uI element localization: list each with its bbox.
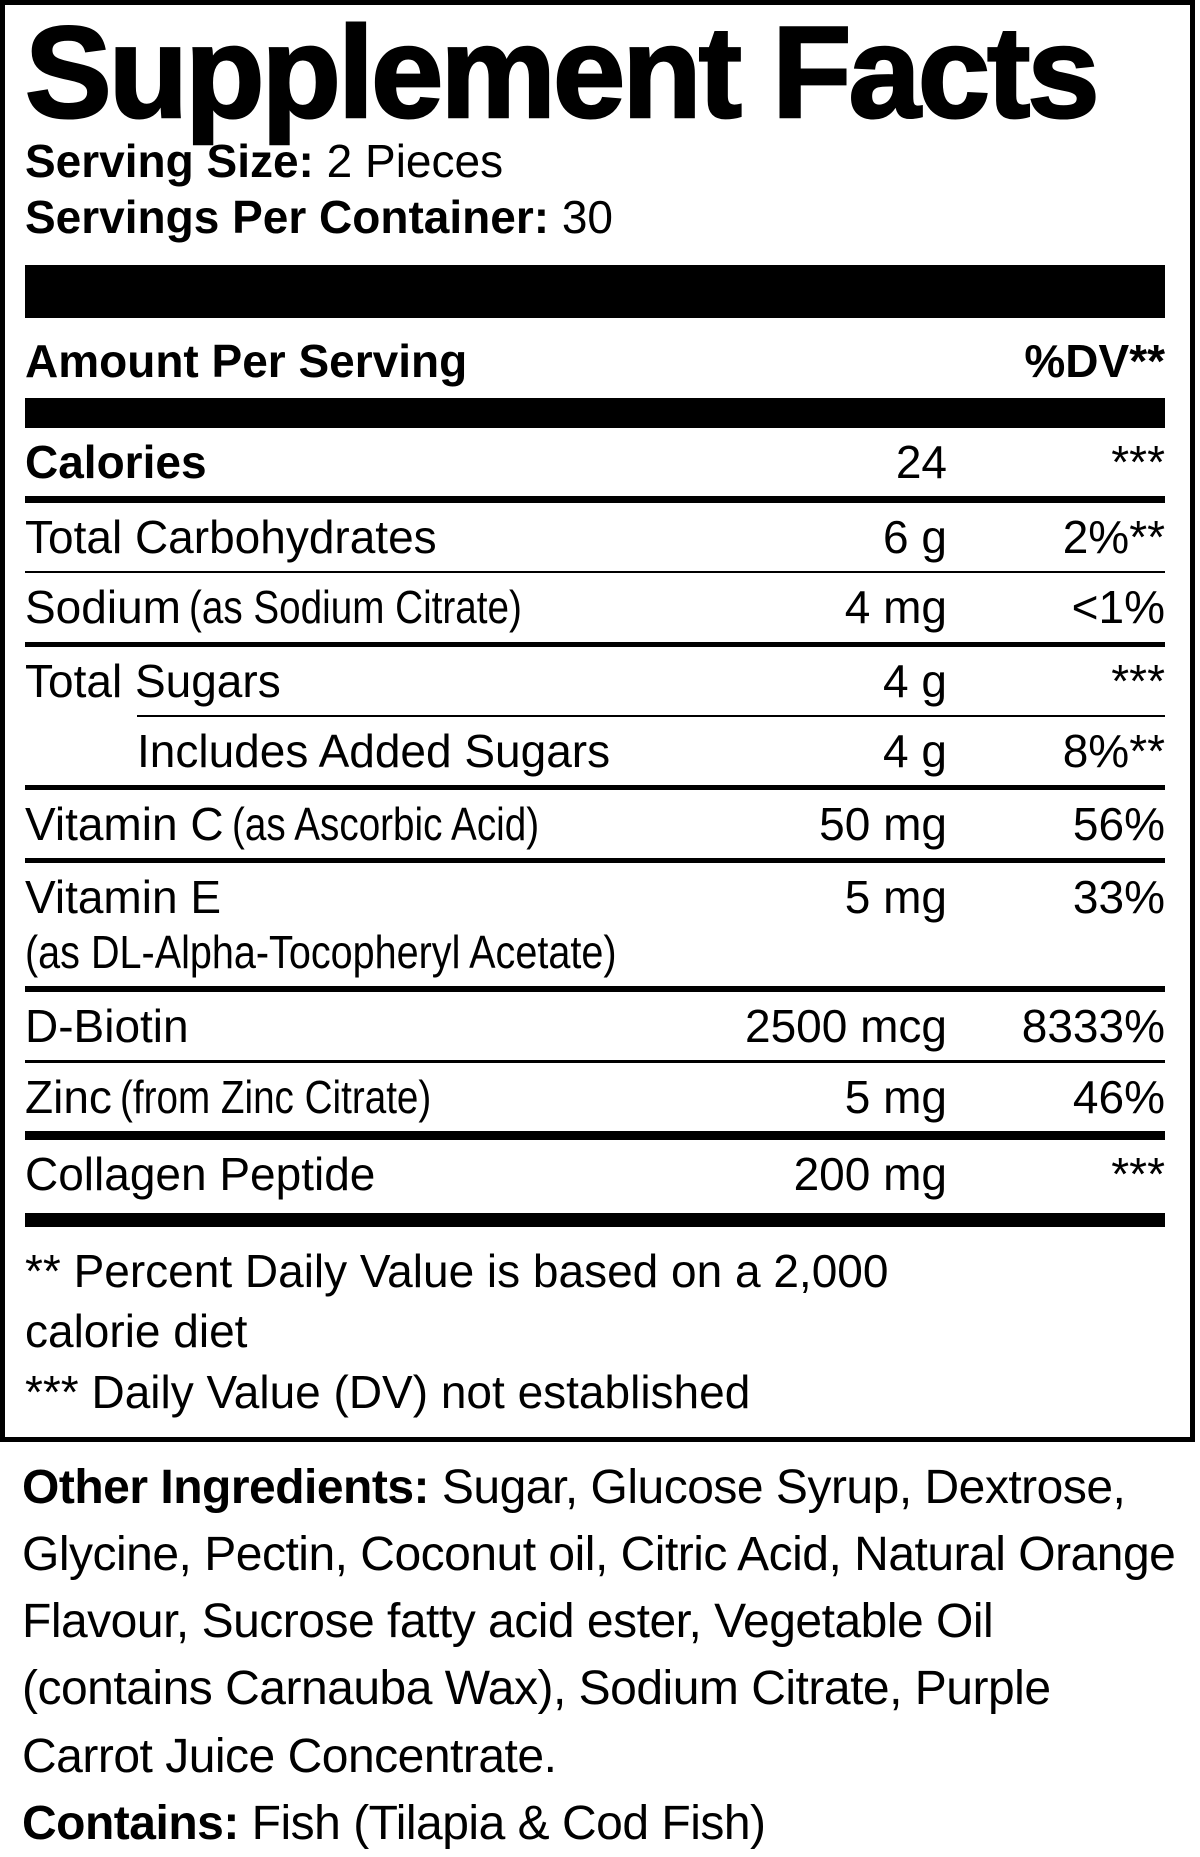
nutrient-name: Sodium (25, 581, 181, 634)
nutrient-amount: 5 mg (844, 871, 947, 924)
nutrient-amount: 50 mg (819, 798, 947, 851)
row-d-biotin: D-Biotin 2500 mcg 8333% (25, 985, 1165, 1060)
nutrient-name: Collagen Peptide (25, 1148, 376, 1201)
nutrient-name: Vitamin E (25, 871, 222, 924)
nutrient-amount: 4 g (883, 724, 947, 777)
contains-value: Fish (Tilapia & Cod Fish) (251, 1796, 766, 1850)
nutrient-qualifier: (from Zinc Citrate) (119, 1071, 432, 1124)
nutrient-name: Vitamin C (25, 798, 224, 851)
nutrient-amount: 4 g (883, 654, 947, 707)
serving-size-label: Serving Size: (25, 134, 314, 187)
thick-divider-bar-top (25, 264, 1165, 318)
nutrient-qualifier: (as Sodium Citrate) (188, 581, 522, 634)
nutrient-dv: 56% (1072, 798, 1165, 851)
nutrient-name: Includes Added Sugars (137, 724, 611, 777)
serving-size-row: Serving Size: 2 Pieces (25, 133, 1165, 189)
amount-per-serving-header: Amount Per Serving (25, 334, 468, 387)
row-zinc: Zinc (from Zinc Citrate) 5 mg 46% (25, 1060, 1165, 1131)
nutrient-amount: 200 mg (793, 1148, 947, 1201)
nutrient-name: Zinc (25, 1071, 112, 1124)
nutrient-dv: *** (1111, 435, 1165, 488)
nutrient-amount: 4 mg (844, 581, 947, 634)
row-calories: Calories 24 *** (25, 428, 1165, 496)
footnotes: ** Percent Daily Value is based on a 2,0… (25, 1227, 1165, 1427)
row-vitamin-e: Vitamin E (as DL-Alpha-Tocopheryl Acetat… (25, 858, 1165, 986)
servings-per-container-row: Servings Per Container: 30 (25, 189, 1165, 245)
row-vitamin-c: Vitamin C (as Ascorbic Acid) 50 mg 56% (25, 785, 1165, 858)
nutrient-name: Calories (25, 435, 207, 488)
nutrient-qualifier: (as Ascorbic Acid) (231, 798, 539, 851)
supplement-facts-panel: Supplement Facts Serving Size: 2 Pieces … (0, 0, 1195, 1442)
row-includes-added-sugars: Includes Added Sugars 4 g 8%** (137, 714, 1165, 785)
column-header-row: Amount Per Serving %DV** (25, 318, 1165, 398)
nutrient-amount: 6 g (883, 511, 947, 564)
nutrient-name: D-Biotin (25, 999, 189, 1052)
nutrient-dv: *** (1111, 1148, 1165, 1201)
serving-size-value: 2 Pieces (326, 134, 504, 187)
nutrient-dv: *** (1111, 654, 1165, 707)
row-sodium: Sodium (as Sodium Citrate) 4 mg <1% (25, 571, 1165, 641)
row-total-carbohydrates: Total Carbohydrates 6 g 2%** (25, 496, 1165, 571)
other-ingredients-value: Sugar, Glucose Syrup, Dextrose, Glycine,… (22, 1460, 1176, 1783)
nutrient-dv: <1% (1071, 581, 1165, 634)
divider-bar-under-header (25, 397, 1165, 428)
nutrient-amount: 24 (895, 435, 947, 488)
nutrient-name: Total Sugars (25, 654, 281, 707)
nutrient-dv: 33% (1072, 871, 1165, 924)
other-ingredients-label: Other Ingredients: (22, 1460, 430, 1514)
row-collagen-peptide: Collagen Peptide 200 mg *** (25, 1131, 1165, 1208)
nutrient-dv: 46% (1072, 1071, 1165, 1124)
row-total-sugars: Total Sugars 4 g *** (25, 641, 1165, 715)
panel-title: Supplement Facts (24, 0, 1101, 145)
ingredients-section: Other Ingredients: Sugar, Glucose Syrup,… (0, 1442, 1200, 1857)
nutrient-name: Total Carbohydrates (25, 511, 437, 564)
nutrient-dv: 8333% (1021, 999, 1165, 1052)
nutrient-dv: 8%** (1062, 724, 1165, 777)
contains-paragraph: Contains: Fish (Tilapia & Cod Fish) (22, 1790, 1178, 1857)
contains-label: Contains: (22, 1796, 239, 1850)
servings-per-container-value: 30 (561, 190, 613, 243)
thick-divider-bar-bottom (25, 1212, 1165, 1227)
nutrient-amount: 2500 mcg (744, 999, 947, 1052)
other-ingredients-paragraph: Other Ingredients: Sugar, Glucose Syrup,… (22, 1454, 1178, 1790)
nutrient-qualifier: (as DL-Alpha-Tocopheryl Acetate) (25, 925, 617, 978)
servings-per-container-label: Servings Per Container: (25, 190, 550, 243)
footnote-percent-dv: ** Percent Daily Value is based on a 2,0… (25, 1244, 889, 1358)
percent-dv-header: %DV** (1024, 334, 1165, 387)
footnote-dv-not-established: *** Daily Value (DV) not established (25, 1366, 751, 1419)
nutrient-amount: 5 mg (844, 1071, 947, 1124)
nutrient-dv: 2%** (1062, 511, 1165, 564)
